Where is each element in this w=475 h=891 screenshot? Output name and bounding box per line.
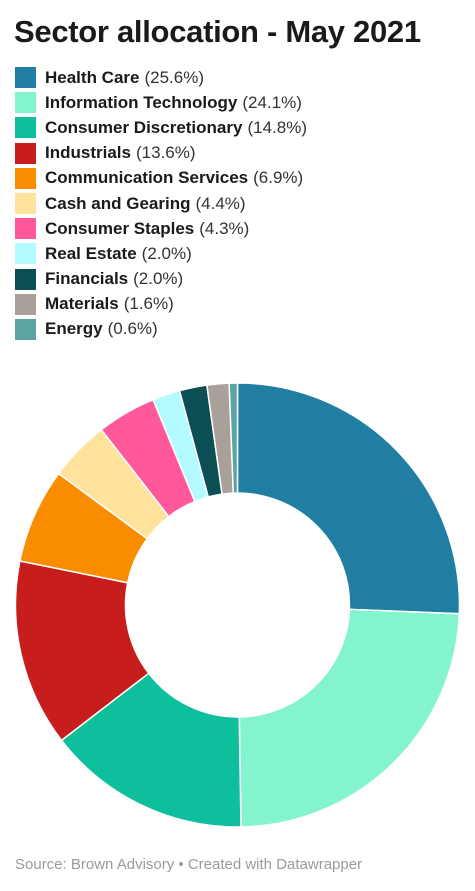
- legend-swatch: [15, 318, 36, 340]
- legend: Health Care (25.6%) Information Technology…: [15, 65, 307, 342]
- donut-slice-information-technology: [238, 608, 461, 828]
- legend-item: Real Estate (2.0%): [15, 241, 307, 266]
- donut-slice-energy: [228, 382, 239, 494]
- legend-item: Industrials (13.6%): [15, 141, 307, 166]
- legend-item: Materials (1.6%): [15, 292, 307, 317]
- legend-swatch: [15, 218, 36, 240]
- donut-slice-consumer-discretionary: [60, 672, 242, 828]
- legend-percentage: (13.6%): [135, 143, 196, 163]
- legend-percentage: (24.1%): [242, 92, 302, 112]
- legend-swatch: [15, 167, 36, 189]
- legend-percentage: (2.0%): [133, 269, 184, 289]
- legend-item: Cash and Gearing (4.4%): [15, 191, 307, 216]
- legend-label: Financials: [45, 269, 129, 289]
- legend-swatch: [15, 193, 36, 215]
- legend-percentage: (2.0%): [141, 243, 192, 263]
- legend-swatch: [15, 268, 36, 290]
- legend-item: Health Care (25.6%): [15, 65, 307, 90]
- legend-item: Consumer Staples (4.3%): [15, 216, 307, 241]
- source-note: Source: Brown Advisory • Created with Da…: [15, 856, 363, 873]
- legend-percentage: (6.9%): [253, 168, 304, 188]
- legend-percentage: (0.6%): [107, 319, 158, 339]
- legend-item: Energy (0.6%): [15, 317, 307, 342]
- legend-percentage: (25.6%): [144, 67, 205, 87]
- legend-swatch: [15, 142, 36, 164]
- donut-chart: [14, 382, 461, 828]
- legend-swatch: [15, 92, 36, 114]
- legend-percentage: (4.3%): [199, 218, 250, 238]
- legend-label: Industrials: [45, 143, 131, 163]
- legend-swatch: [15, 293, 36, 315]
- legend-label: Materials: [45, 294, 119, 314]
- legend-item: Financials (2.0%): [15, 267, 307, 292]
- legend-label: Cash and Gearing: [45, 193, 191, 213]
- legend-swatch: [15, 67, 36, 89]
- legend-percentage: (1.6%): [123, 294, 174, 314]
- legend-label: Health Care: [45, 67, 140, 87]
- donut-slice-health-care: [236, 382, 461, 615]
- legend-percentage: (14.8%): [247, 117, 307, 137]
- legend-label: Communication Services: [45, 168, 249, 188]
- legend-item: Communication Services (6.9%): [15, 166, 307, 191]
- legend-label: Consumer Discretionary: [45, 117, 243, 137]
- legend-label: Information Technology: [45, 92, 238, 112]
- legend-label: Energy: [45, 319, 103, 339]
- legend-item: Information Technology (24.1%): [15, 90, 307, 115]
- legend-percentage: (4.4%): [195, 193, 246, 213]
- donut-slice-industrials: [14, 560, 150, 742]
- chart-title: Sector allocation - May 2021: [14, 14, 421, 49]
- legend-swatch: [15, 117, 36, 139]
- legend-label: Real Estate: [45, 243, 137, 263]
- legend-swatch: [15, 243, 36, 265]
- legend-item: Consumer Discretionary (14.8%): [15, 115, 307, 140]
- legend-label: Consumer Staples: [45, 218, 195, 238]
